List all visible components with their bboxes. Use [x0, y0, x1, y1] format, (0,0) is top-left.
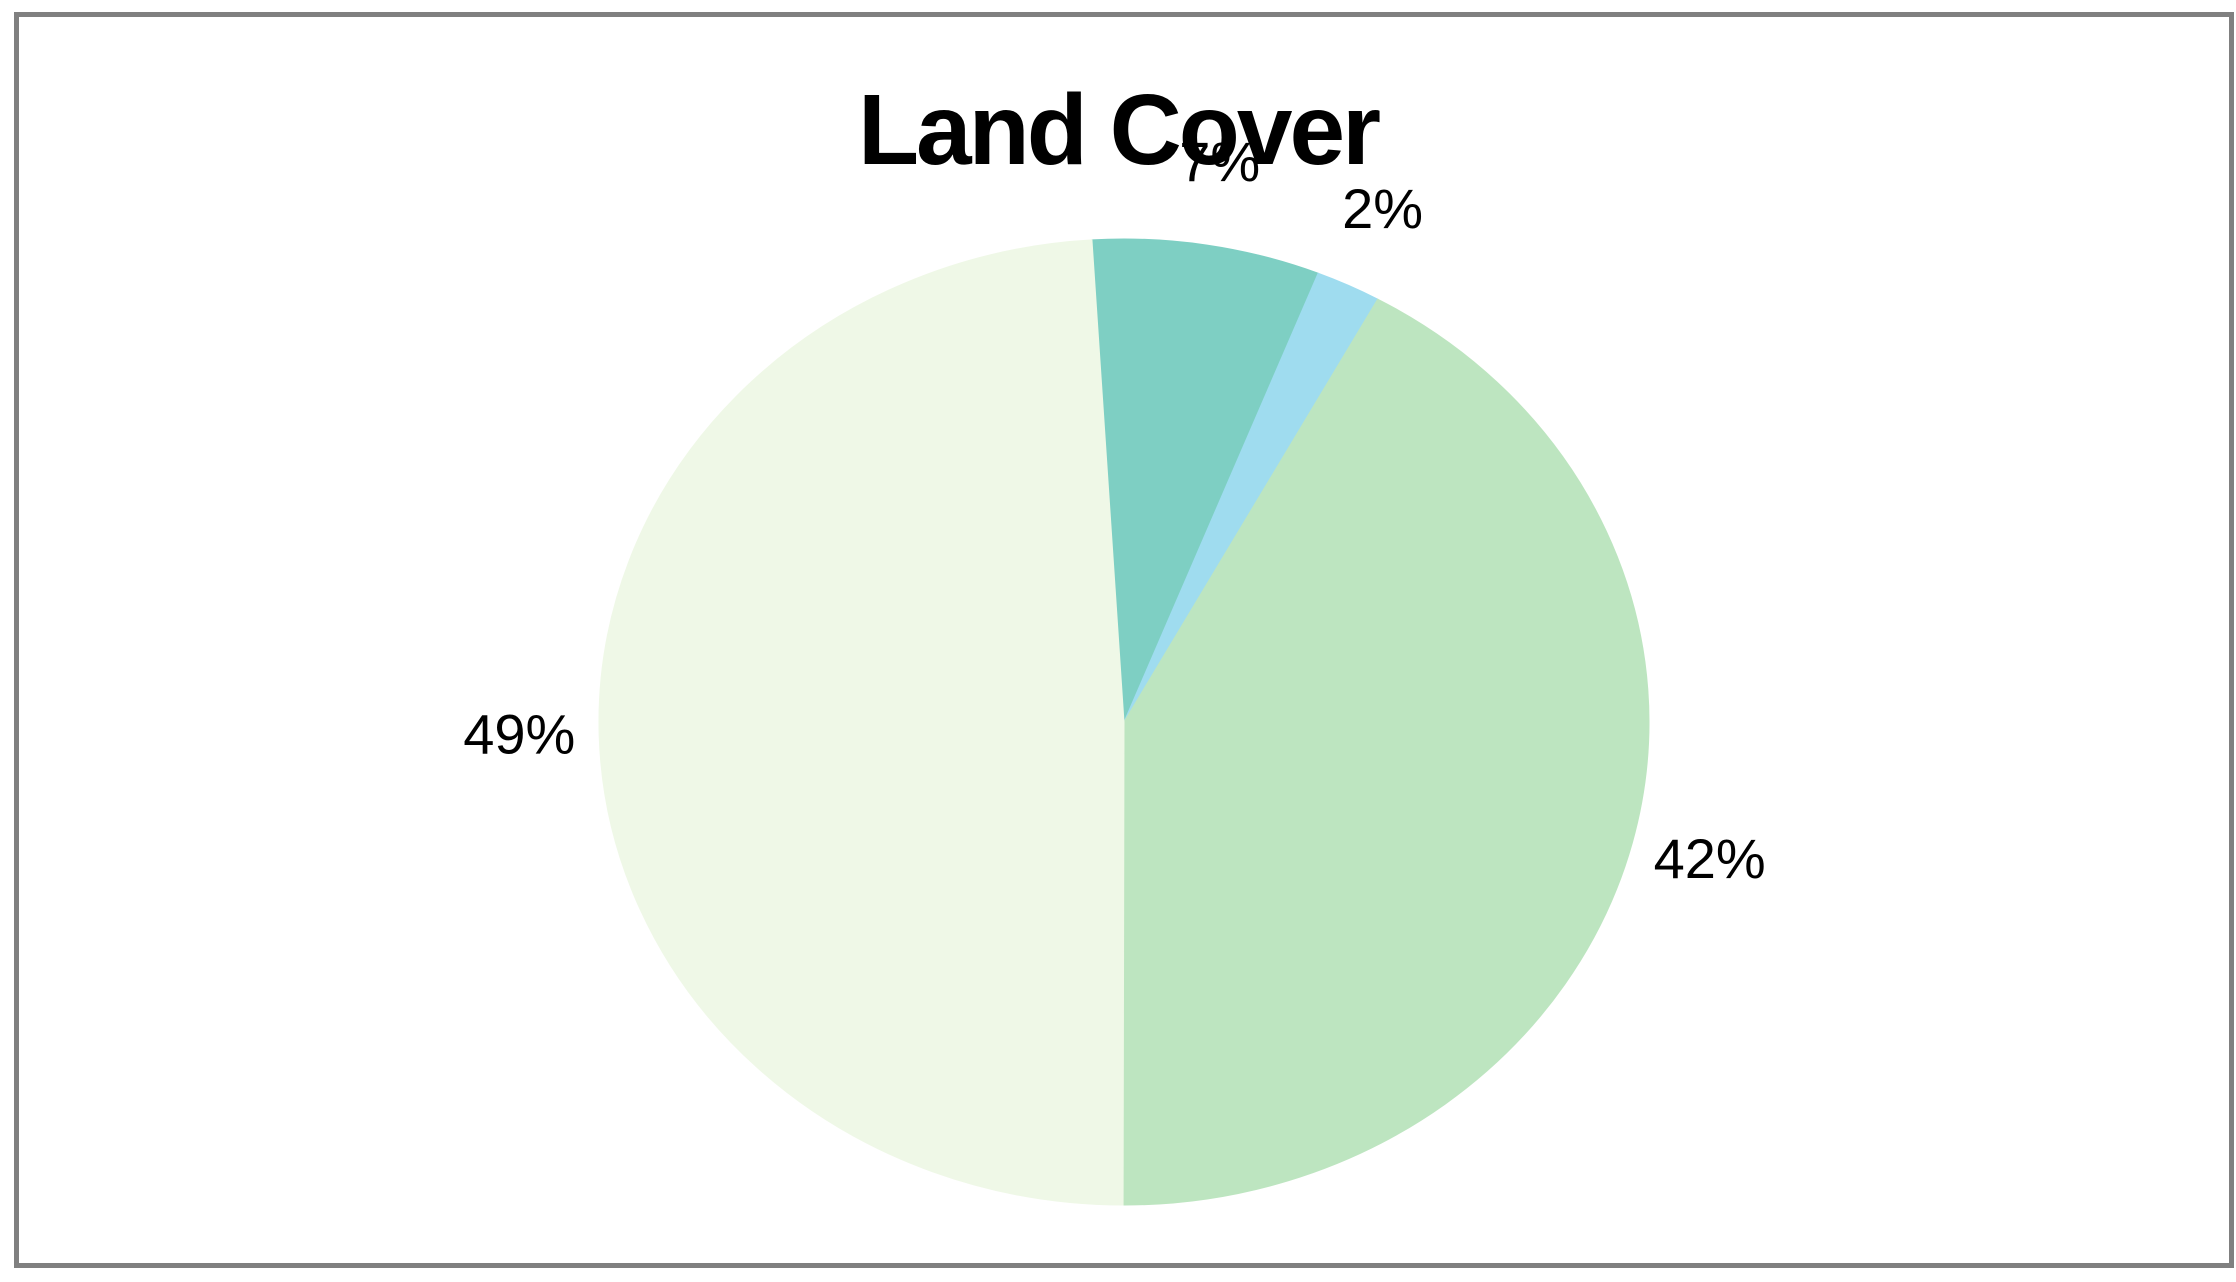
chart-title: Land Cover: [857, 74, 1381, 186]
slice-label-1: 2%: [1342, 177, 1423, 240]
pie-slice-0: [1091, 238, 1319, 723]
slice-label-3: 49%: [463, 702, 575, 765]
slice-label-2: 42%: [1654, 827, 1766, 890]
pie-slice-2: [1122, 298, 1650, 1206]
pie-slices: [598, 238, 1650, 1206]
pie-labels: 7% 2% 42% 49%: [463, 130, 1765, 890]
pie-slice-3: [598, 239, 1125, 1206]
slice-label-0: 7%: [1179, 130, 1260, 193]
